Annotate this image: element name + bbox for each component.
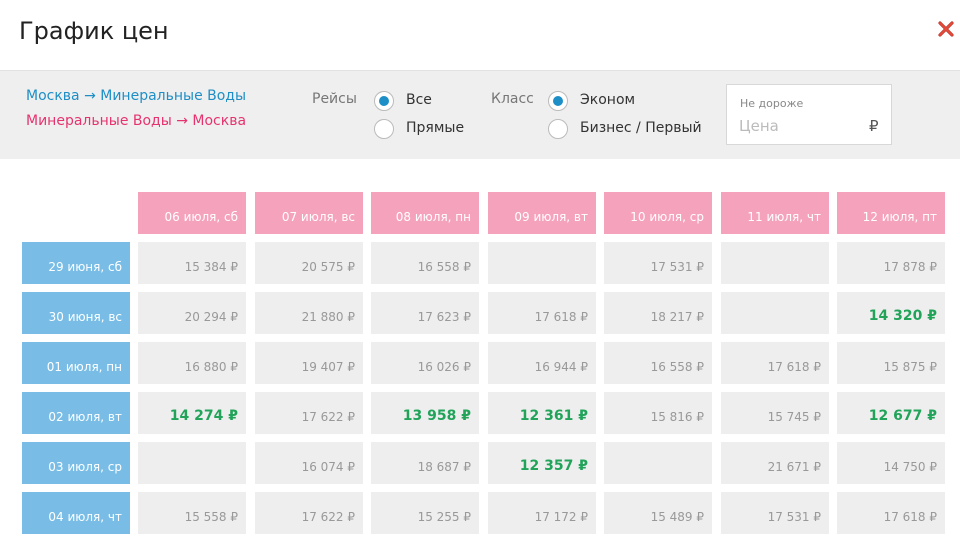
column-header-date: 10 июля, ср bbox=[604, 192, 712, 234]
cabin-economy-radio[interactable] bbox=[548, 91, 568, 111]
price-cell-lowest[interactable]: 12 361 ₽ bbox=[488, 392, 596, 434]
price-cell[interactable]: 16 558 ₽ bbox=[604, 342, 712, 384]
price-cell[interactable]: 17 623 ₽ bbox=[371, 292, 479, 334]
column-header-date: 08 июля, пн bbox=[371, 192, 479, 234]
price-cell[interactable] bbox=[488, 242, 596, 284]
price-cell-lowest[interactable]: 12 677 ₽ bbox=[837, 392, 945, 434]
row-header-date: 01 июля, пн bbox=[22, 342, 130, 384]
price-cell[interactable]: 16 026 ₽ bbox=[371, 342, 479, 384]
price-cell[interactable] bbox=[721, 292, 829, 334]
price-cell[interactable]: 17 878 ₽ bbox=[837, 242, 945, 284]
filters-bar: Москва → Минеральные Воды Минеральные Во… bbox=[0, 70, 960, 159]
price-cell-lowest[interactable]: 13 958 ₽ bbox=[371, 392, 479, 434]
price-cell[interactable]: 15 816 ₽ bbox=[604, 392, 712, 434]
price-cell[interactable]: 17 622 ₽ bbox=[255, 492, 363, 534]
row-header-date: 04 июля, чт bbox=[22, 492, 130, 534]
column-header-date: 11 июля, чт bbox=[721, 192, 829, 234]
flights-direct-label[interactable]: Прямые bbox=[406, 120, 465, 136]
price-cell-lowest[interactable]: 14 320 ₽ bbox=[837, 292, 945, 334]
close-button[interactable] bbox=[936, 19, 956, 39]
price-cell[interactable]: 17 531 ₽ bbox=[721, 492, 829, 534]
price-cell[interactable]: 17 622 ₽ bbox=[255, 392, 363, 434]
price-cell[interactable]: 16 558 ₽ bbox=[371, 242, 479, 284]
price-cell[interactable]: 15 745 ₽ bbox=[721, 392, 829, 434]
flights-all-label[interactable]: Все bbox=[406, 92, 432, 108]
close-icon bbox=[938, 21, 954, 37]
max-price-caption: Не дороже bbox=[740, 97, 804, 110]
max-price-box: Не дороже ₽ bbox=[726, 84, 892, 145]
row-header-date: 30 июня, вс bbox=[22, 292, 130, 334]
price-cell-lowest[interactable]: 12 357 ₽ bbox=[488, 442, 596, 484]
column-header-date: 09 июля, вт bbox=[488, 192, 596, 234]
currency-symbol: ₽ bbox=[869, 117, 879, 135]
price-cell[interactable]: 16 880 ₽ bbox=[138, 342, 246, 384]
flights-all-radio[interactable] bbox=[374, 91, 394, 111]
price-cell[interactable]: 18 217 ₽ bbox=[604, 292, 712, 334]
max-price-input[interactable] bbox=[739, 115, 859, 137]
cabin-label: Класс bbox=[491, 91, 534, 107]
row-header-date: 29 июня, сб bbox=[22, 242, 130, 284]
price-cell[interactable]: 17 172 ₽ bbox=[488, 492, 596, 534]
dialog-header: График цен bbox=[0, 0, 960, 70]
row-header-date: 02 июля, вт bbox=[22, 392, 130, 434]
price-cell[interactable]: 17 618 ₽ bbox=[837, 492, 945, 534]
price-cell[interactable]: 17 618 ₽ bbox=[721, 342, 829, 384]
price-cell[interactable]: 20 575 ₽ bbox=[255, 242, 363, 284]
price-cell[interactable]: 15 489 ₽ bbox=[604, 492, 712, 534]
price-cell[interactable]: 18 687 ₽ bbox=[371, 442, 479, 484]
price-cell[interactable]: 15 255 ₽ bbox=[371, 492, 479, 534]
price-cell[interactable]: 15 384 ₽ bbox=[138, 242, 246, 284]
price-cell[interactable] bbox=[721, 242, 829, 284]
column-header-date: 12 июля, пт bbox=[837, 192, 945, 234]
price-cell[interactable]: 16 944 ₽ bbox=[488, 342, 596, 384]
flights-direct-radio[interactable] bbox=[374, 119, 394, 139]
cabin-business-radio[interactable] bbox=[548, 119, 568, 139]
price-cell[interactable] bbox=[604, 442, 712, 484]
price-cell[interactable]: 19 407 ₽ bbox=[255, 342, 363, 384]
route-outbound: Москва → Минеральные Воды bbox=[26, 88, 247, 104]
price-cell[interactable]: 20 294 ₽ bbox=[138, 292, 246, 334]
price-cell[interactable]: 21 671 ₽ bbox=[721, 442, 829, 484]
route-return: Минеральные Воды → Москва bbox=[26, 113, 247, 129]
column-header-date: 07 июля, вс bbox=[255, 192, 363, 234]
price-cell[interactable] bbox=[138, 442, 246, 484]
cabin-economy-label[interactable]: Эконом bbox=[580, 92, 636, 108]
price-cell[interactable]: 15 558 ₽ bbox=[138, 492, 246, 534]
price-cell[interactable]: 16 074 ₽ bbox=[255, 442, 363, 484]
row-header-date: 03 июля, ср bbox=[22, 442, 130, 484]
price-cell[interactable]: 14 750 ₽ bbox=[837, 442, 945, 484]
cabin-business-label[interactable]: Бизнес / Первый bbox=[580, 120, 702, 136]
column-header-date: 06 июля, сб bbox=[138, 192, 246, 234]
price-cell[interactable]: 21 880 ₽ bbox=[255, 292, 363, 334]
page-title: График цен bbox=[19, 17, 169, 45]
price-cell[interactable]: 17 531 ₽ bbox=[604, 242, 712, 284]
price-cell-lowest[interactable]: 14 274 ₽ bbox=[138, 392, 246, 434]
price-cell[interactable]: 17 618 ₽ bbox=[488, 292, 596, 334]
price-cell[interactable]: 15 875 ₽ bbox=[837, 342, 945, 384]
flights-label: Рейсы bbox=[312, 91, 357, 107]
